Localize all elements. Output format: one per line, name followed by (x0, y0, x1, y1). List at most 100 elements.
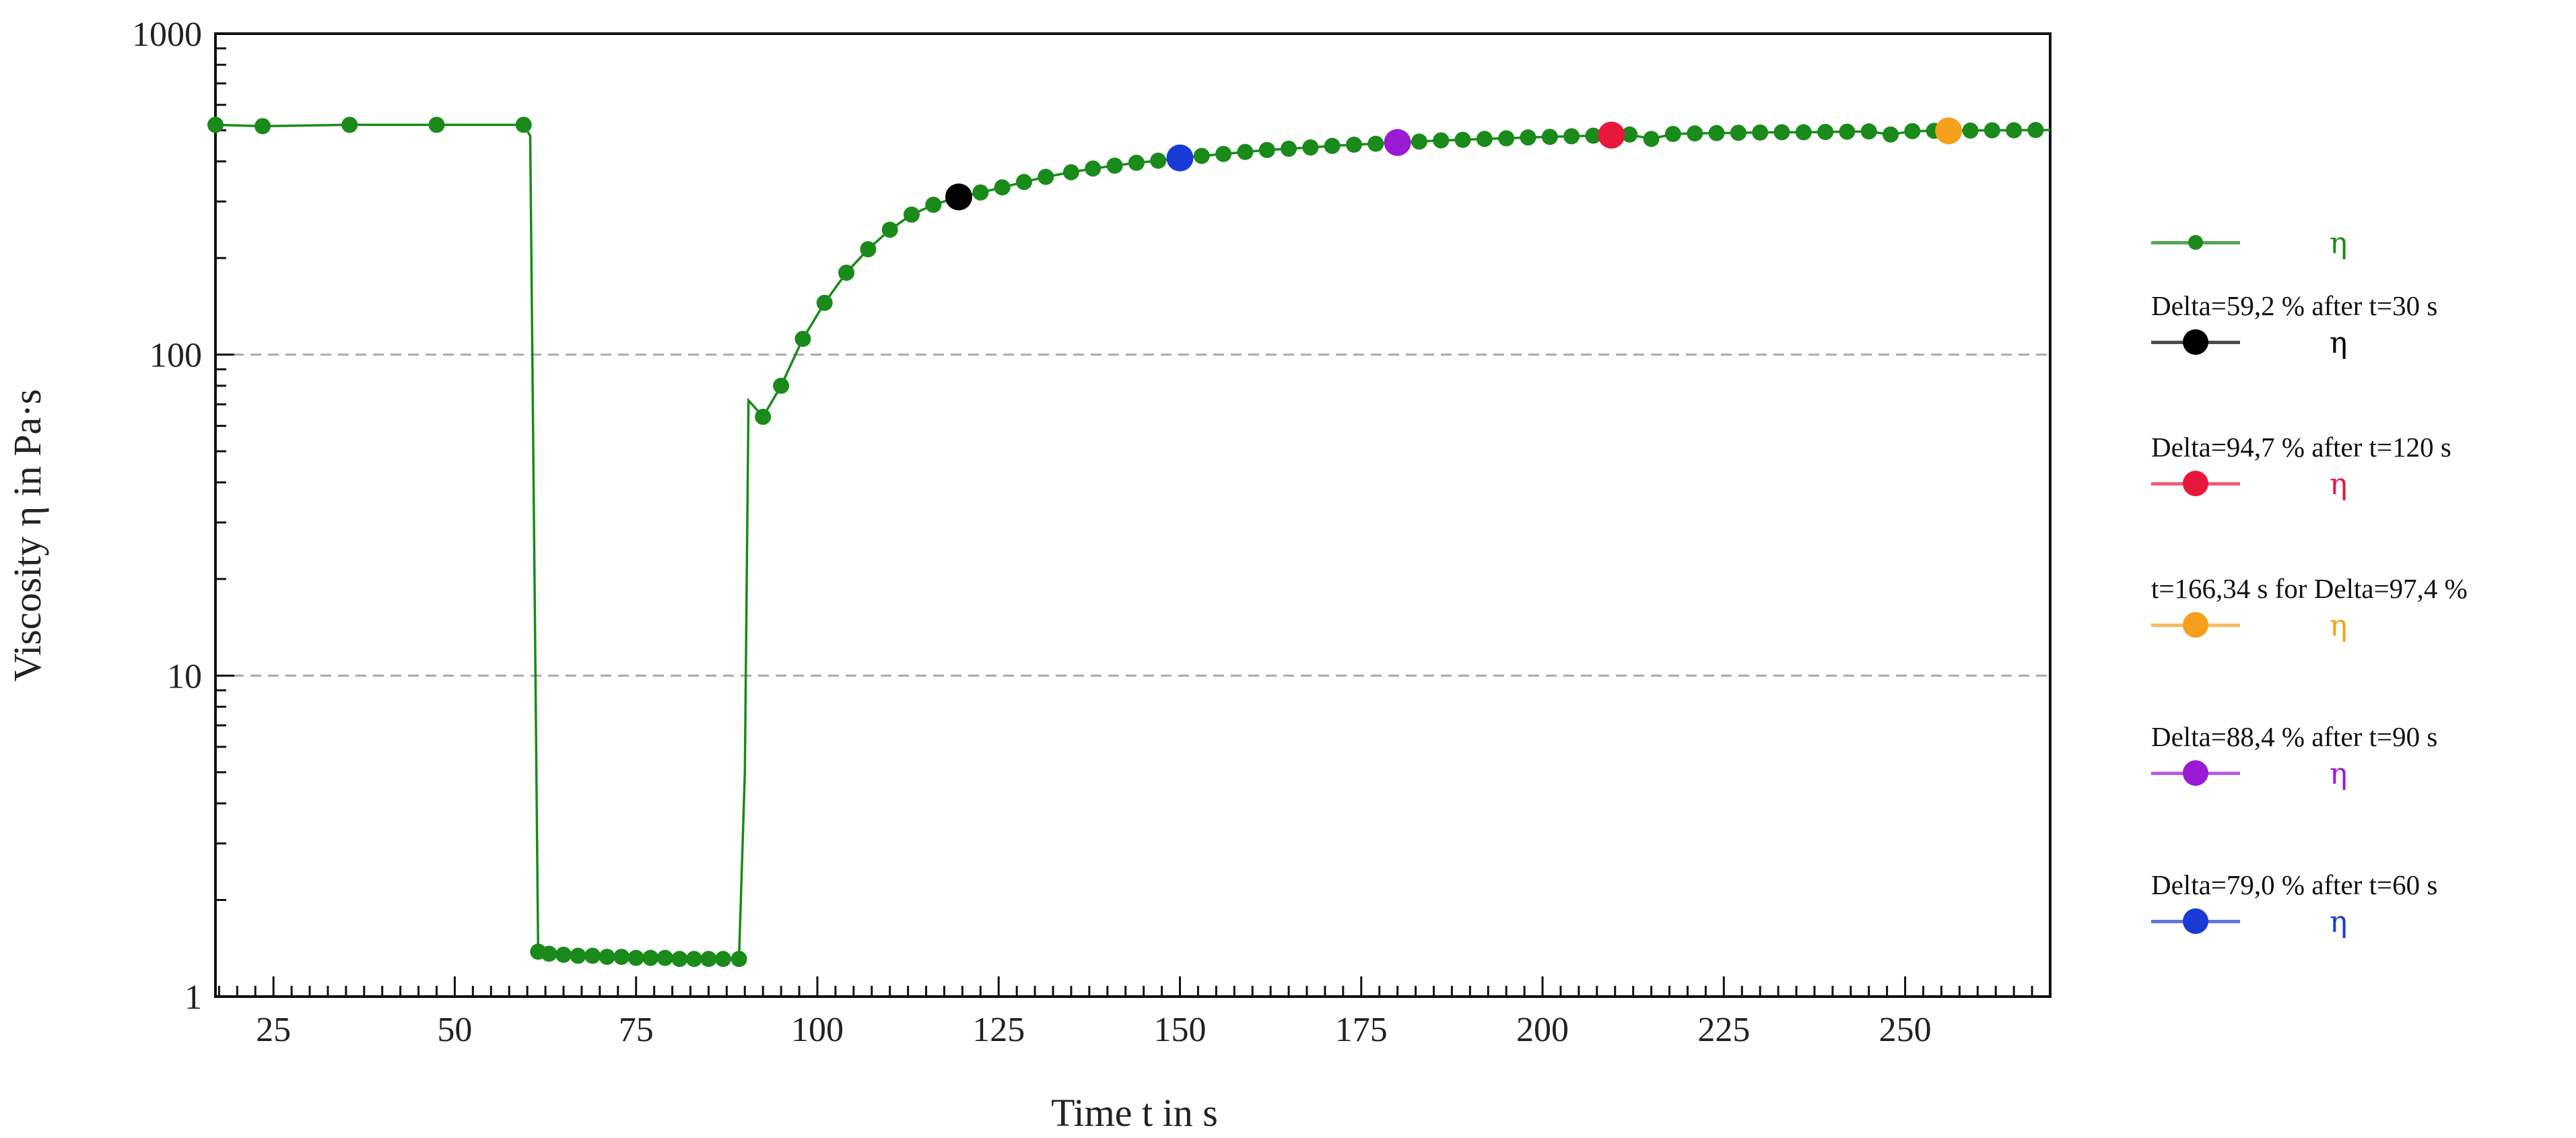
x-tick-label: 175 (1335, 1011, 1388, 1049)
data-point (714, 951, 731, 968)
data-point (1038, 168, 1054, 185)
legend-series-name: η (2330, 226, 2348, 261)
data-point (428, 116, 445, 133)
x-tick-label: 25 (256, 1011, 291, 1049)
legend-series-name: η (2330, 757, 2348, 791)
data-point (972, 184, 989, 201)
legend-marker (2183, 612, 2208, 638)
data-point (613, 948, 630, 965)
legend-swatch-row: η (2151, 322, 2572, 362)
y-tick-label: 10 (167, 657, 202, 696)
legend-label: t=166,34 s for Delta=97,4 % (2151, 573, 2468, 604)
data-point (1585, 127, 1602, 144)
data-point (1062, 164, 1079, 180)
data-point (656, 949, 673, 966)
legend-item: t=166,34 s for Delta=97,4 % η (2151, 572, 2572, 645)
legend-marker (2183, 329, 2208, 355)
data-point (1411, 133, 1427, 150)
data-point (1773, 124, 1790, 141)
legend-series-name: η (2330, 905, 2348, 939)
data-point (255, 118, 271, 135)
x-tick-label: 225 (1697, 1011, 1750, 1049)
data-point (1085, 160, 1101, 177)
legend-swatch-row: η (2151, 222, 2572, 263)
data-point (1128, 154, 1145, 171)
data-point (599, 948, 615, 965)
series-line-eta (215, 123, 2050, 960)
data-point (1324, 137, 1341, 154)
data-point (1860, 123, 1877, 140)
data-point (1904, 123, 1921, 139)
data-point (1883, 126, 1899, 143)
data-point (1015, 174, 1032, 191)
data-point (1752, 124, 1769, 141)
legend-marker (2188, 235, 2203, 250)
data-point (794, 331, 811, 347)
data-point (1150, 152, 1167, 169)
data-point (1541, 129, 1558, 145)
data-point (1984, 122, 2000, 139)
data-point (642, 949, 659, 966)
y-tick-label: 100 (149, 337, 202, 375)
data-point (1106, 157, 1123, 174)
grid-layer (215, 354, 2050, 677)
data-point (570, 947, 586, 964)
data-point (1498, 130, 1515, 147)
legend-label: Delta=94,7 % after t=120 s (2151, 432, 2451, 463)
legend-marker (2183, 908, 2208, 934)
legend-swatch-row: η (2151, 463, 2572, 504)
data-point (773, 377, 790, 394)
legend-item: Delta=88,4 % after t=90 s η (2151, 721, 2572, 793)
highlight-point (1598, 121, 1625, 149)
data-point (1281, 140, 1297, 157)
legend: η Delta=59,2 % after t=30 s η Delta=94,7 % … (2151, 0, 2572, 1138)
legend-item: η (2151, 222, 2572, 263)
x-axis-title: Time t in s (1051, 1091, 1218, 1135)
axes-layer: 1 10 100 1000 25 50 75 100 125 150 175 200 225 250 (132, 15, 2052, 1049)
data-point (1730, 125, 1747, 141)
legend-label: Delta=59,2 % after t=30 s (2151, 290, 2438, 321)
x-tick-label: 75 (619, 1011, 654, 1049)
plot-frame (214, 32, 2052, 998)
x-tick-label: 100 (791, 1011, 844, 1049)
data-point (207, 116, 224, 133)
data-point (1215, 145, 1232, 162)
highlight-point (945, 183, 973, 211)
y-axis-title: Viscosity η in Pa·s (5, 389, 49, 681)
highlight-point (1166, 144, 1194, 172)
data-point (1817, 123, 1834, 140)
x-tick-label: 50 (437, 1011, 472, 1049)
data-point (816, 294, 833, 311)
data-point (1258, 141, 1275, 158)
data-point (1454, 131, 1471, 148)
data-point (685, 951, 702, 968)
data-point (1476, 131, 1493, 147)
legend-item: Delta=59,2 % after t=30 s η (2151, 290, 2572, 362)
data-point (541, 945, 557, 962)
data-point (1302, 139, 1319, 156)
data-point (1621, 126, 1638, 143)
data-point (1962, 122, 1979, 139)
data-point (1520, 129, 1536, 146)
y-tick-label: 1000 (132, 15, 202, 54)
data-point (903, 206, 920, 223)
legend-series-name: η (2330, 609, 2348, 643)
x-tick-label: 200 (1516, 1011, 1569, 1049)
data-point (628, 949, 644, 966)
data-point (1664, 125, 1681, 142)
x-tick-label: 125 (972, 1011, 1025, 1049)
data-point (925, 197, 942, 213)
legend-series-name: η (2330, 326, 2348, 360)
data-point (838, 264, 855, 281)
data-point (881, 222, 898, 238)
series-layer (207, 116, 2050, 968)
data-point (1795, 124, 1812, 141)
legend-swatch-row: η (2151, 753, 2572, 793)
legend-series-name: η (2330, 467, 2348, 502)
y-tick-label: 1 (184, 978, 202, 1017)
data-point (2006, 122, 2023, 139)
data-point (1367, 135, 1384, 152)
legend-swatch-row: η (2151, 901, 2572, 941)
data-point (1708, 125, 1725, 141)
